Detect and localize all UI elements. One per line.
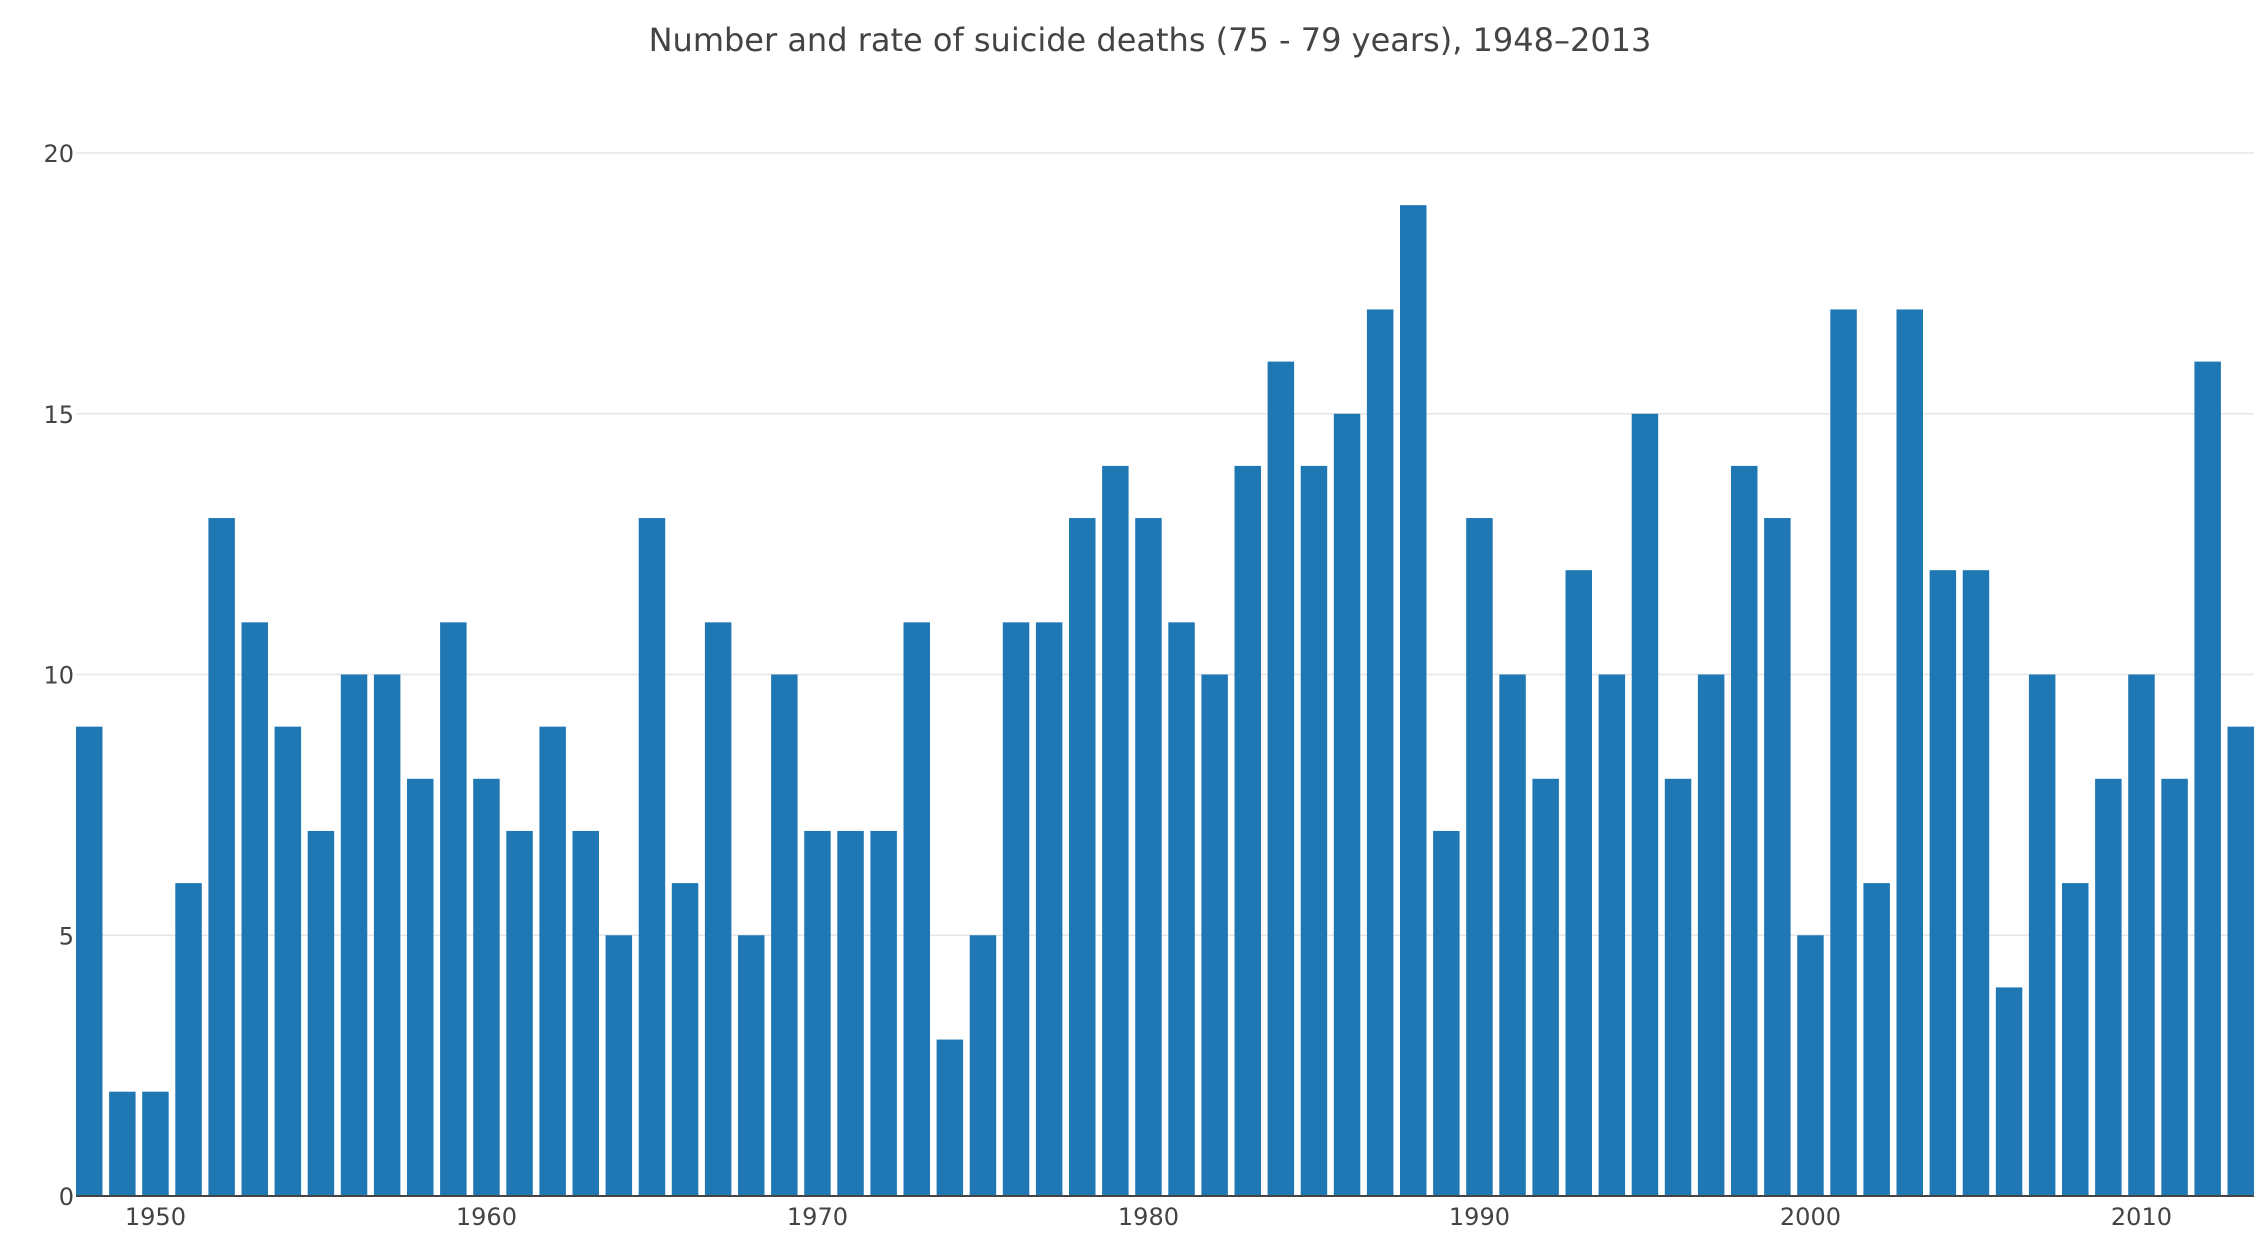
grid-lines — [76, 152, 2254, 936]
bar-1957 — [373, 674, 401, 1196]
bar-1993 — [1565, 570, 1592, 1196]
bar-1980 — [1135, 518, 1162, 1196]
bar-1979 — [1102, 465, 1129, 1196]
bar-2012 — [2194, 361, 2221, 1197]
bar-2004 — [1929, 570, 1957, 1196]
bar-1983 — [1234, 465, 1261, 1196]
bar-1975 — [969, 935, 997, 1196]
bar-1959 — [440, 622, 467, 1196]
y-tick-label-5: 5 — [59, 922, 74, 950]
bar-1973 — [903, 622, 930, 1196]
x-tick-label-1980: 1980 — [1118, 1203, 1179, 1231]
x-tick-label-1990: 1990 — [1449, 1203, 1510, 1231]
bar-1992 — [1532, 778, 1559, 1196]
bar-1987 — [1366, 309, 1394, 1196]
bar-1949 — [109, 1091, 136, 1196]
bar-2011 — [2161, 778, 2188, 1196]
bar-2002 — [1863, 883, 1890, 1196]
y-tick-label-15: 15 — [43, 401, 74, 429]
bar-1999 — [1764, 518, 1791, 1196]
bar-2006 — [1995, 987, 2023, 1196]
bar-1962 — [539, 726, 566, 1196]
bar-1990 — [1466, 518, 1493, 1196]
bar-1963 — [572, 830, 599, 1196]
bar-1997 — [1697, 674, 1725, 1196]
bar-1972 — [870, 830, 897, 1196]
bars — [76, 205, 2254, 1197]
bar-1982 — [1201, 674, 1228, 1196]
x-tick-label-1960: 1960 — [456, 1203, 517, 1231]
bar-1998 — [1731, 465, 1758, 1196]
x-tick-label-1970: 1970 — [787, 1203, 848, 1231]
bar-1951 — [175, 883, 202, 1196]
y-tick-label-20: 20 — [43, 140, 74, 168]
y-tick-label-0: 0 — [59, 1183, 74, 1211]
bar-1971 — [837, 830, 864, 1196]
x-tick-label-2010: 2010 — [2111, 1203, 2172, 1231]
bar-2000 — [1797, 935, 1824, 1196]
bar-1995 — [1631, 413, 1659, 1196]
bar-1977 — [1035, 622, 1063, 1196]
bar-1964 — [605, 935, 633, 1196]
bar-2013 — [2227, 726, 2254, 1196]
bar-1978 — [1069, 518, 1096, 1196]
bar-2005 — [1962, 570, 1990, 1196]
bar-2003 — [1896, 309, 1923, 1196]
bar-1950 — [142, 1091, 169, 1196]
bar-1991 — [1499, 674, 1526, 1196]
bar-1986 — [1333, 413, 1361, 1196]
bar-1960 — [473, 778, 500, 1196]
bar-1948 — [76, 726, 103, 1196]
bar-2009 — [2095, 778, 2122, 1196]
bar-1952 — [208, 518, 235, 1196]
y-tick-label-10: 10 — [43, 662, 74, 690]
bar-1965 — [638, 518, 666, 1196]
chart-title: Number and rate of suicide deaths (75 - … — [649, 21, 1652, 59]
bar-1988 — [1400, 205, 1427, 1196]
bar-1958 — [407, 778, 434, 1196]
bar-1954 — [274, 726, 302, 1196]
y-axis-ticks: 0 5 10 15 20 — [43, 140, 74, 1211]
bar-1981 — [1168, 622, 1195, 1196]
bar-1996 — [1664, 778, 1692, 1196]
bar-1994 — [1598, 674, 1626, 1196]
bar-2010 — [2128, 674, 2155, 1196]
bar-1989 — [1433, 830, 1460, 1196]
bar-2001 — [1830, 309, 1857, 1196]
bar-2007 — [2028, 674, 2056, 1196]
bar-1968 — [738, 935, 765, 1196]
bar-1955 — [307, 830, 335, 1196]
bar-2008 — [2062, 883, 2089, 1196]
bar-1969 — [771, 674, 798, 1196]
bar-1956 — [340, 674, 368, 1196]
bar-1974 — [936, 1039, 964, 1196]
bar-1953 — [241, 622, 268, 1196]
bar-1970 — [804, 830, 831, 1196]
bar-1984 — [1267, 361, 1295, 1197]
bar-1976 — [1002, 622, 1030, 1196]
x-tick-label-2000: 2000 — [1780, 1203, 1841, 1231]
x-axis-ticks: 1950 1960 1970 1980 1990 2000 2010 — [125, 1203, 2172, 1231]
x-tick-label-1950: 1950 — [125, 1203, 186, 1231]
bar-1967 — [704, 622, 732, 1196]
bar-1985 — [1300, 465, 1328, 1196]
bar-1961 — [506, 830, 533, 1196]
bar-1966 — [671, 883, 699, 1196]
